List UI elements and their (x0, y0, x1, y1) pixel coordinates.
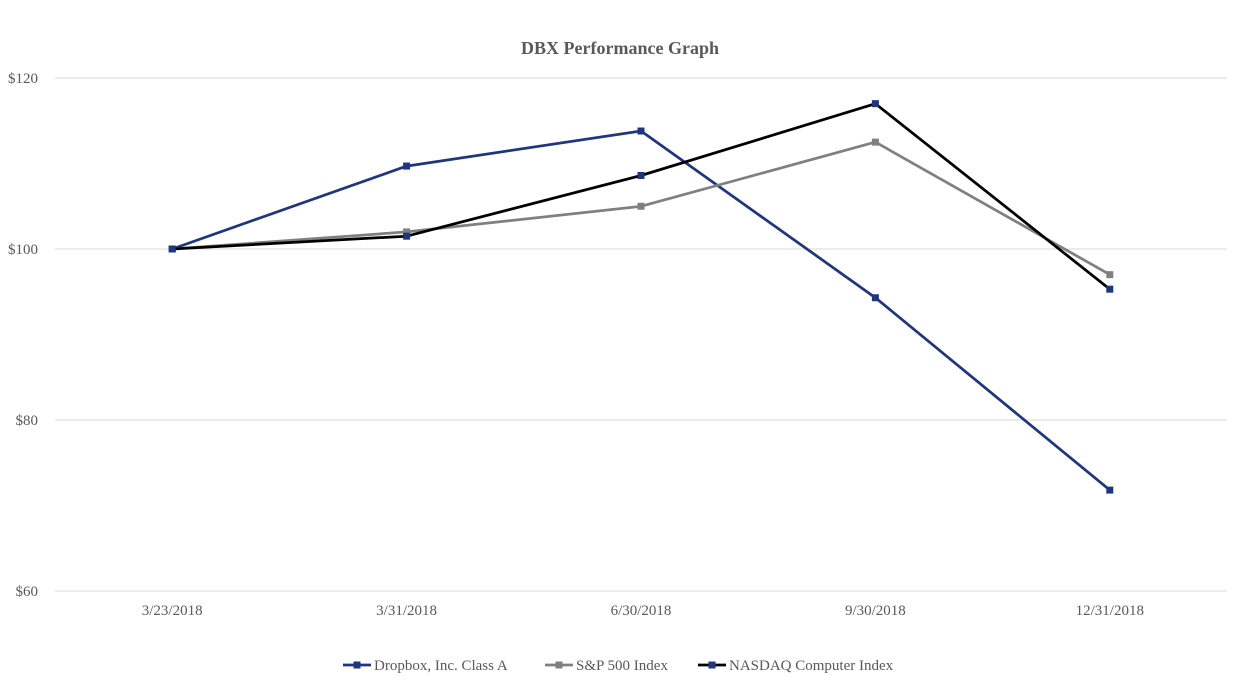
x-tick-label: 6/30/2018 (611, 603, 672, 619)
data-point (1106, 271, 1114, 279)
data-point (403, 232, 411, 240)
data-point (637, 171, 645, 179)
legend-marker-swatch (708, 661, 716, 669)
series-3 (168, 100, 1114, 293)
legend-entry: Dropbox, Inc. Class A (343, 658, 508, 674)
series-2 (168, 138, 1114, 279)
series-line (171, 129, 1111, 492)
x-tick-label: 3/31/2018 (376, 603, 437, 619)
data-point (403, 228, 411, 236)
data-point (1106, 285, 1114, 293)
chart-title: DBX Performance Graph (521, 38, 719, 58)
data-point (1106, 486, 1114, 494)
legend: Dropbox, Inc. Class A S&P 500 Index NASDAQ… (343, 658, 894, 674)
data-point (637, 127, 645, 135)
legend-label: Dropbox, Inc. Class A (374, 658, 508, 674)
legend-entry: S&P 500 Index (545, 658, 668, 674)
x-tick-label: 12/31/2018 (1076, 603, 1144, 619)
series-1 (168, 127, 1114, 494)
y-tick-label: $100 (8, 242, 38, 258)
x-tick-label: 9/30/2018 (845, 603, 906, 619)
legend-marker-swatch (555, 661, 563, 669)
legend-label: S&P 500 Index (576, 658, 668, 674)
data-point (871, 100, 879, 108)
y-tick-label: $120 (8, 71, 38, 87)
y-tick-label: $60 (16, 584, 39, 600)
legend-entry: NASDAQ Computer Index (698, 658, 894, 674)
data-point (871, 294, 879, 302)
data-point (168, 245, 176, 253)
legend-marker-swatch (353, 661, 361, 669)
x-axis-tick-labels: 3/23/2018 3/31/2018 6/30/2018 9/30/2018 12/3… (142, 603, 1144, 619)
x-tick-label: 3/23/2018 (142, 603, 203, 619)
data-point (871, 138, 879, 146)
gridlines (55, 77, 1227, 592)
data-point (403, 162, 411, 170)
y-tick-label: $80 (16, 413, 39, 429)
y-axis-tick-labels: $60 $80 $100 $120 (8, 71, 38, 600)
data-point (637, 202, 645, 210)
legend-label: NASDAQ Computer Index (729, 658, 894, 674)
series-lines (168, 100, 1114, 494)
